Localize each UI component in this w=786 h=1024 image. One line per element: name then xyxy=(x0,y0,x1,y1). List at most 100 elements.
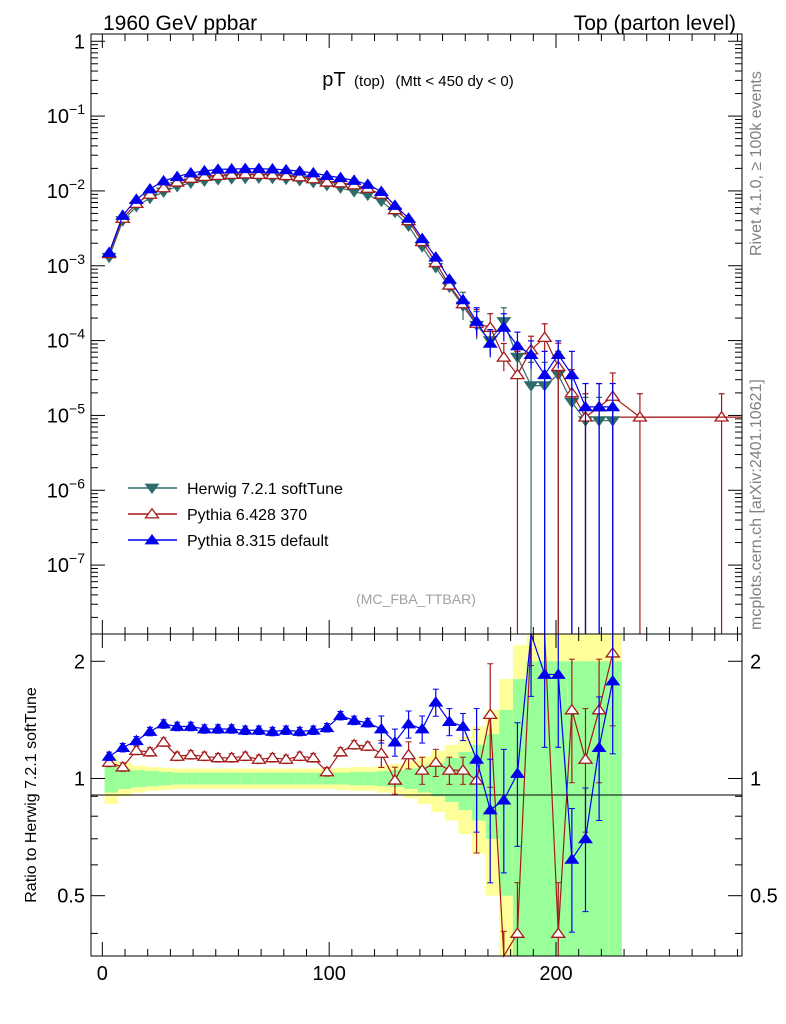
mcplots-reference-label: mcplots.cern.ch [arXiv:2401.10621] xyxy=(748,379,765,630)
tick-label-base: 10 xyxy=(47,106,69,128)
legend-marker xyxy=(144,483,160,495)
ratio-point xyxy=(496,794,512,805)
header-left-title: 1960 GeV ppbar xyxy=(103,12,257,35)
legend-entry: Herwig 7.2.1 softTune xyxy=(128,481,343,498)
data-point xyxy=(550,348,566,359)
series-line xyxy=(108,168,613,408)
ratio-point xyxy=(223,751,240,763)
main-y-tick-label: 10−5 xyxy=(47,400,85,427)
ratio-point xyxy=(264,751,281,763)
data-point xyxy=(223,168,240,179)
main-y-tick-label: 10−3 xyxy=(47,251,85,278)
ratio-point xyxy=(278,752,294,764)
ratio-y-tick-label-left: 0.5 xyxy=(57,886,85,908)
tick-label-exponent: −6 xyxy=(69,475,85,491)
data-point xyxy=(237,162,253,174)
stat-uncertainty-band xyxy=(308,772,323,785)
main-y-tick-label: 10−2 xyxy=(47,176,85,203)
data-point xyxy=(332,176,349,188)
legend-marker xyxy=(144,507,160,519)
stat-uncertainty-band xyxy=(363,771,377,786)
data-point xyxy=(237,167,254,179)
tick-label-exponent: −2 xyxy=(69,176,85,192)
legend: Herwig 7.2.1 softTune Pythia 6.428 370 Pyt… xyxy=(128,481,343,550)
data-point xyxy=(292,165,308,176)
ratio-point xyxy=(142,745,158,757)
ratio-point xyxy=(319,765,335,777)
ratio-point xyxy=(155,735,172,747)
ratio-series-pythia-8-315-default xyxy=(101,633,621,933)
data-point xyxy=(373,185,389,196)
data-point xyxy=(155,181,172,193)
ratio-point xyxy=(455,763,471,775)
stat-uncertainty-band xyxy=(594,661,609,956)
data-point xyxy=(210,163,226,174)
ratio-point xyxy=(455,720,471,731)
data-point xyxy=(578,400,593,412)
data-point xyxy=(360,178,376,189)
ratio-point xyxy=(400,748,417,760)
data-point xyxy=(537,368,553,380)
ratio-point xyxy=(319,721,335,733)
ratio-point xyxy=(333,709,348,721)
stat-uncertainty-band xyxy=(608,661,622,956)
plot-title-main: pT xyxy=(322,69,345,91)
data-point xyxy=(564,368,580,380)
stat-uncertainty-band xyxy=(404,768,418,789)
ratio-point xyxy=(605,674,621,686)
ratio-point xyxy=(291,750,308,761)
main-y-tick-label: 10−7 xyxy=(47,550,85,577)
ratio-point xyxy=(482,803,498,815)
data-point xyxy=(251,162,267,174)
ratio-point xyxy=(128,734,144,746)
tick-label-exponent: −3 xyxy=(69,251,85,267)
stat-uncertainty-band xyxy=(335,772,350,785)
ratio-point xyxy=(210,722,226,734)
legend-label: Herwig 7.2.1 softTune xyxy=(187,481,343,498)
main-y-tick-label: 10−6 xyxy=(47,475,85,502)
x-tick-label: 200 xyxy=(539,963,572,985)
data-point xyxy=(305,172,322,184)
stat-uncertainty-band xyxy=(580,661,595,956)
data-point xyxy=(251,168,267,179)
ratio-point xyxy=(550,668,566,679)
data-point xyxy=(169,170,185,182)
data-point xyxy=(496,321,512,332)
ratio-point xyxy=(469,753,485,764)
ratio-point xyxy=(264,725,280,736)
ratio-point xyxy=(142,725,158,736)
x-tick-label: 0 xyxy=(97,963,108,985)
data-point xyxy=(291,170,308,182)
ratio-point xyxy=(305,751,322,763)
data-point xyxy=(523,348,539,359)
ratio-point xyxy=(183,720,199,731)
data-point xyxy=(441,273,457,284)
data-point xyxy=(469,315,485,326)
ratio-frame xyxy=(90,633,743,957)
data-point xyxy=(278,169,294,181)
data-point xyxy=(264,162,280,174)
ratio-point xyxy=(292,725,308,736)
ratio-point xyxy=(237,750,254,761)
series-pythia-8-315-default xyxy=(101,162,621,634)
data-point xyxy=(401,212,417,223)
main-y-tick-label: 10−1 xyxy=(47,101,85,128)
ratio-point xyxy=(237,724,253,735)
stat-uncertainty-band xyxy=(186,772,200,785)
series-herwig-7-2-1-softtune xyxy=(101,173,621,634)
tick-label-exponent: −4 xyxy=(69,326,85,342)
ratio-y-tick-label-left: 1 xyxy=(74,768,85,790)
ratio-point xyxy=(550,927,567,938)
ratio-point xyxy=(564,703,580,715)
data-point xyxy=(196,170,213,182)
stat-uncertainty-band xyxy=(349,771,364,786)
ratio-point xyxy=(210,751,226,763)
stat-uncertainty-band xyxy=(104,765,119,793)
data-point xyxy=(591,400,607,412)
ratio-point xyxy=(401,717,417,729)
data-point xyxy=(482,337,498,348)
data-point xyxy=(346,174,362,185)
ratio-point xyxy=(346,738,362,750)
data-point xyxy=(278,163,294,175)
stat-uncertainty-band xyxy=(458,751,473,810)
